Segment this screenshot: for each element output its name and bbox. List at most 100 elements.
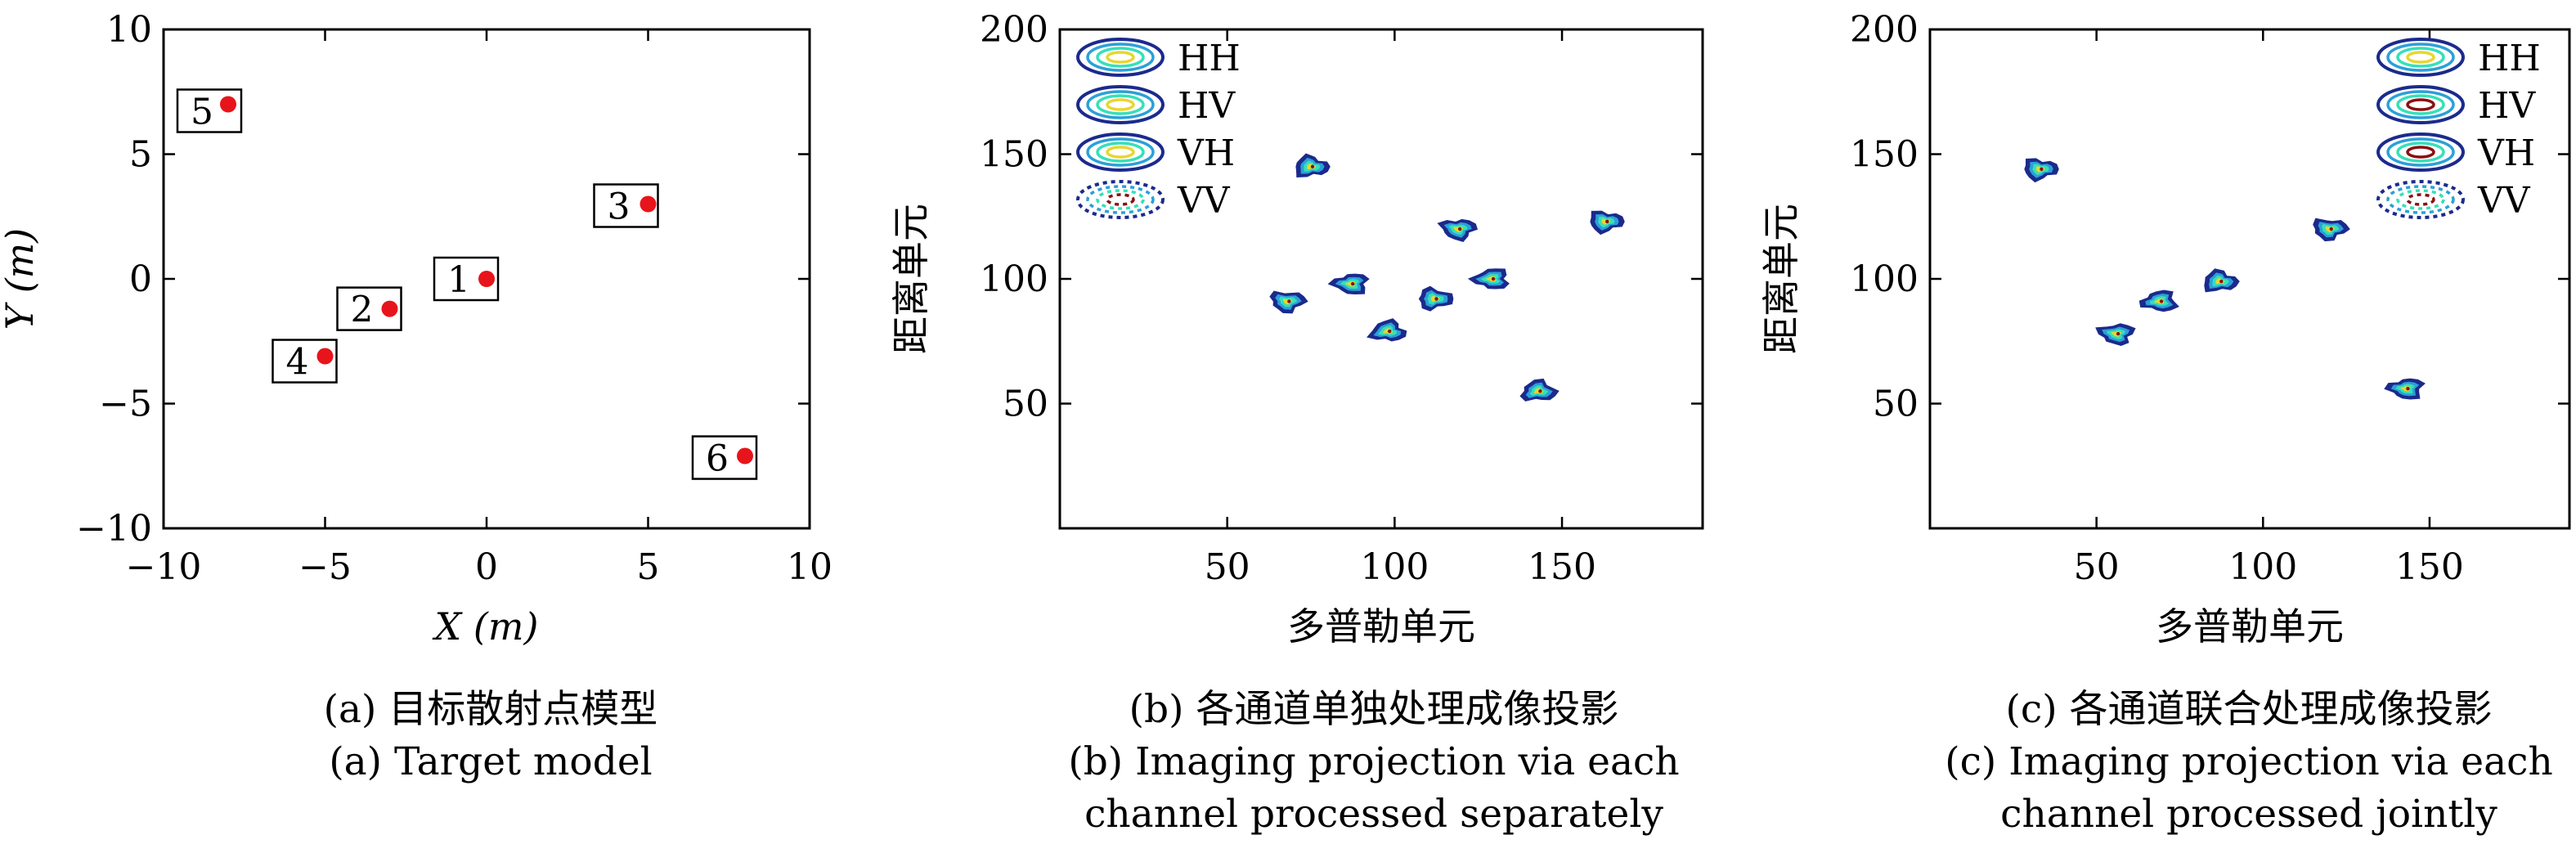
- contour-peak: [1605, 219, 1609, 224]
- legend-label-vv: VV: [1177, 180, 1231, 222]
- panel-a-ytick-label: 0: [129, 258, 152, 300]
- panel-b-ytick-label: 150: [980, 134, 1048, 176]
- contour-peak: [2116, 331, 2120, 336]
- legend-icon-hh-ring: [2386, 43, 2455, 72]
- panel-a-xtick-label: 0: [475, 546, 498, 588]
- contour-peak: [1287, 299, 1291, 303]
- legend-icon-vh-ring: [2386, 137, 2455, 167]
- legend-icon-vv-ring: [2396, 189, 2445, 210]
- panel-b-xtick-label: 150: [1528, 546, 1596, 588]
- panel-b-ylabel: 距离单元: [889, 204, 933, 354]
- scatter-point: [316, 348, 334, 365]
- legend-icon-hh-ring: [1106, 51, 1135, 64]
- panel-a-ylabel: Y (m): [0, 228, 42, 330]
- contour-peak: [2406, 387, 2410, 391]
- point-label: 6: [706, 438, 729, 480]
- caption-c-line-2: (c) Imaging projection via each: [1945, 739, 2553, 784]
- legend-icon-vv-ring: [1076, 180, 1165, 219]
- legend-label-vv: VV: [2477, 180, 2531, 222]
- panel-a-xtick-label: −10: [126, 546, 202, 588]
- panel-a-xtick-label: 10: [787, 546, 832, 588]
- panel-a-ytick-label: −5: [99, 384, 152, 425]
- scatter-point: [381, 300, 398, 317]
- panel-c-ytick-label: 200: [1850, 9, 1919, 51]
- legend-icon-vv-ring: [1106, 193, 1135, 206]
- caption-b: (b) 各通道单独处理成像投影 (b) Imaging projection v…: [1006, 684, 1742, 841]
- legend-icon-hv-ring: [2406, 98, 2435, 111]
- legend-icon-hv-ring: [1086, 90, 1155, 119]
- panel-a-ytick-label: 5: [129, 134, 152, 176]
- panel-c-joint-processing: 50 100 150 200 150 100 50 多普勒单元 距离单元 HH HV VH VV: [1759, 9, 2571, 649]
- panel-b-xtick-label: 100: [1360, 546, 1429, 588]
- caption-c: (c) 各通道联合处理成像投影 (c) Imaging projection v…: [1881, 684, 2576, 841]
- legend-icon-vv-ring: [2376, 180, 2465, 219]
- legend-icon-hv-ring: [1106, 98, 1135, 111]
- legend-icon-hh-ring: [1096, 47, 1145, 68]
- panel-b-ytick-label: 50: [1003, 384, 1048, 425]
- scatter-point: [737, 447, 753, 465]
- legend-icon-vh-ring: [2406, 146, 2435, 159]
- panel-a-target-model: −10 −5 0 5 10 10 5 0 −5 −10 X (m) Y (m) 1 2 3 4 5 6: [0, 9, 832, 649]
- legend-icon-vh-ring: [1096, 141, 1145, 163]
- contour-peak: [2040, 167, 2044, 171]
- panel-c-xtick-label: 100: [2228, 546, 2297, 588]
- panel-a-xtick-label: −5: [298, 546, 352, 588]
- caption-a: (a) 目标散射点模型 (a) Target model: [164, 684, 818, 788]
- point-label: 5: [191, 92, 213, 133]
- caption-b-line-2: (b) Imaging projection via each: [1068, 739, 1680, 784]
- legend-icon-vv-ring: [1086, 185, 1155, 214]
- scatter-point: [220, 96, 236, 113]
- panel-a-xlabel: X (m): [433, 604, 539, 649]
- point-label: 1: [447, 259, 470, 301]
- legend-icon-hh-ring: [1076, 38, 1165, 77]
- panel-c-xlabel: 多普勒单元: [2156, 604, 2344, 649]
- legend-label-hv: HV: [1178, 85, 1236, 127]
- panel-c-xtick-label: 50: [2074, 546, 2120, 588]
- contour-peak: [1538, 389, 1542, 393]
- caption-b-line-1: (b) 各通道单独处理成像投影: [1129, 687, 1619, 732]
- contour-peak: [1350, 281, 1355, 286]
- point-label: 3: [608, 186, 631, 228]
- legend-icon-hv-ring: [1076, 85, 1165, 124]
- contour-peak: [1387, 329, 1392, 334]
- legend-label-hh: HH: [1178, 38, 1241, 79]
- panel-b-ytick-label: 100: [980, 258, 1048, 300]
- legend-icon-vh-ring: [1086, 137, 1155, 167]
- legend-icon-vh-ring: [1076, 132, 1165, 172]
- legend-label-hh: HH: [2478, 38, 2541, 79]
- contour-peak: [1491, 276, 1496, 281]
- point-label: 4: [286, 342, 309, 384]
- panel-c-ytick-label: 100: [1850, 258, 1919, 300]
- contour-peak: [1457, 227, 1462, 231]
- contour-peak: [2219, 279, 2224, 284]
- contour-peak: [2329, 227, 2333, 231]
- legend-icon-vh-ring: [2396, 141, 2445, 163]
- legend-icon-vv-ring: [2406, 193, 2435, 206]
- legend-icon-hv-ring: [2396, 94, 2445, 115]
- legend-icon-vh-ring: [1106, 146, 1135, 159]
- caption-c-line-3: channel processed jointly: [2000, 792, 2497, 837]
- panel-c-ylabel: 距离单元: [1759, 204, 1803, 354]
- legend-icon-vv-ring: [2386, 185, 2455, 214]
- legend-icon-hv-ring: [2386, 90, 2455, 119]
- legend-label-hv: HV: [2478, 85, 2536, 127]
- legend-icon-hh-ring: [2396, 47, 2445, 68]
- legend-icon-hv-ring: [1096, 94, 1145, 115]
- panel-b-xlabel: 多普勒单元: [1287, 604, 1475, 649]
- panel-c-ytick-label: 150: [1850, 134, 1919, 176]
- panel-c-xtick-label: 150: [2395, 546, 2464, 588]
- panel-b-separate-processing: 50 100 150 200 150 100 50 多普勒单元 距离单元 HH HV VH VV: [889, 9, 1704, 649]
- caption-b-line-3: channel processed separately: [1084, 792, 1663, 837]
- caption-c-line-1: (c) 各通道联合处理成像投影: [2005, 687, 2493, 732]
- point-label: 2: [351, 290, 374, 331]
- panel-b-ytick-label: 200: [980, 9, 1048, 51]
- scatter-point: [478, 271, 495, 287]
- legend-label-vh: VH: [2477, 132, 2535, 174]
- plot-frame: [1058, 28, 1704, 530]
- panel-b-xtick-label: 50: [1205, 546, 1250, 588]
- panel-a-ytick-label: 10: [106, 9, 152, 51]
- legend-icon-vv-ring: [1096, 189, 1145, 210]
- legend-label-vh: VH: [1177, 132, 1235, 174]
- panel-a-xtick-label: 5: [637, 546, 660, 588]
